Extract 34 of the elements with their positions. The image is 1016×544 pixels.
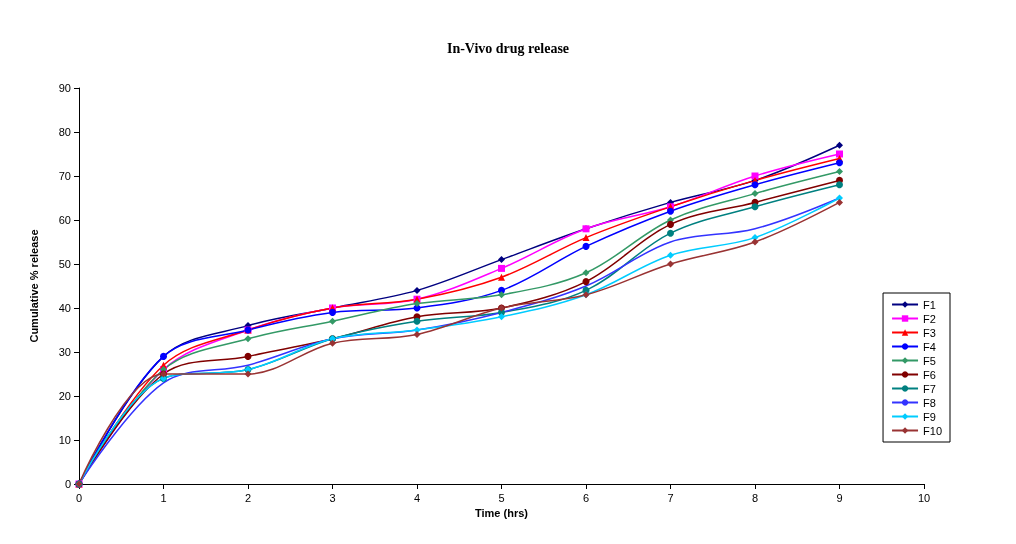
legend-label: F4 <box>923 340 936 353</box>
x-axis-title: Time (hrs) <box>475 507 529 520</box>
x-tick-label: 1 <box>160 491 167 504</box>
y-tick-label: 40 <box>58 302 71 314</box>
legend-label: F8 <box>923 396 936 409</box>
y-tick-label: 60 <box>58 214 71 226</box>
y-axis-title: Cumulative % release <box>27 229 40 343</box>
x-tick-label: 5 <box>498 491 505 504</box>
chart-title: In-Vivo drug release <box>446 40 570 56</box>
x-tick-label: 2 <box>244 491 252 504</box>
legend-label: F10 <box>923 424 943 437</box>
legend-label: F7 <box>923 382 936 395</box>
x-tick-label: 6 <box>582 491 590 504</box>
legend-label: F5 <box>923 354 936 367</box>
x-tick-label: 7 <box>667 491 674 504</box>
legend-label: F1 <box>923 298 936 311</box>
y-tick-label: 0 <box>64 478 71 490</box>
x-tick-label: 9 <box>836 491 843 504</box>
y-tick-label: 90 <box>58 82 71 94</box>
y-tick-label: 50 <box>58 258 71 270</box>
y-tick-label: 30 <box>58 346 71 358</box>
x-tick-label: 8 <box>751 491 759 504</box>
legend-label: F6 <box>923 368 936 381</box>
legend-label: F3 <box>923 326 936 339</box>
x-tick-label: 3 <box>329 491 336 504</box>
legend-label: F9 <box>923 410 936 423</box>
x-tick-label: 10 <box>917 491 931 504</box>
x-tick-label: 0 <box>75 491 83 504</box>
y-tick-label: 80 <box>58 126 71 138</box>
y-tick-label: 20 <box>58 390 71 402</box>
y-tick-label: 10 <box>58 434 71 446</box>
y-tick-label: 70 <box>58 170 71 182</box>
legend-label: F2 <box>923 312 936 325</box>
x-tick-label: 4 <box>413 491 421 504</box>
